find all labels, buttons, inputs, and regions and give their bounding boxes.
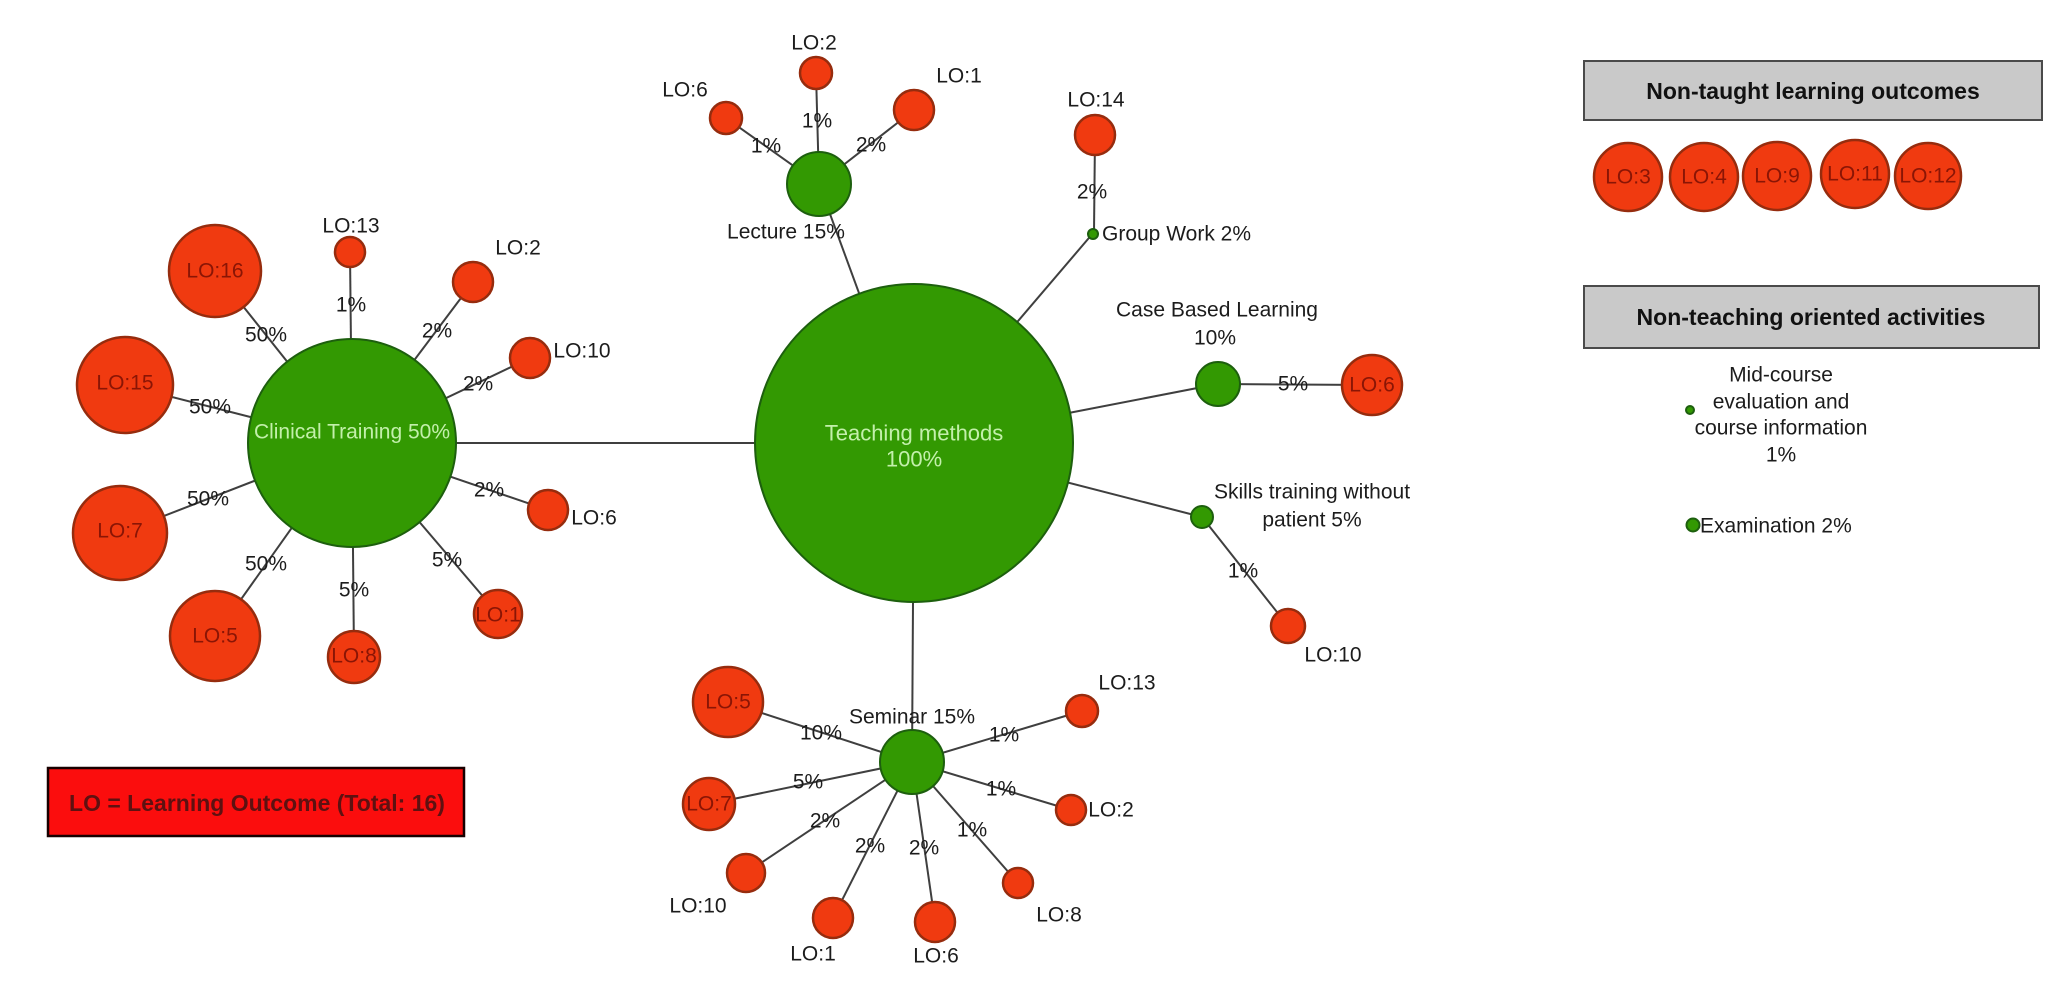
svg-text:course information: course information	[1695, 417, 1868, 440]
svg-text:LO:2: LO:2	[495, 237, 541, 260]
svg-text:Case Based Learning: Case Based Learning	[1116, 299, 1318, 322]
svg-text:Skills training without: Skills training without	[1214, 481, 1410, 504]
svg-text:2%: 2%	[909, 837, 939, 860]
svg-text:LO:1: LO:1	[936, 65, 982, 88]
svg-text:1%: 1%	[802, 110, 832, 133]
svg-text:50%: 50%	[245, 553, 287, 576]
svg-text:2%: 2%	[1077, 181, 1107, 204]
svg-text:10%: 10%	[800, 722, 842, 745]
svg-text:LO = Learning Outcome (Total:: LO = Learning Outcome (Total: 16)	[69, 790, 445, 816]
svg-text:LO:1: LO:1	[475, 604, 521, 627]
svg-text:LO:2: LO:2	[1088, 799, 1134, 822]
svg-text:2%: 2%	[474, 479, 504, 502]
svg-text:LO:1: LO:1	[790, 943, 836, 966]
svg-text:Examination 2%: Examination 2%	[1700, 515, 1852, 538]
svg-text:Mid-course: Mid-course	[1729, 364, 1833, 387]
svg-text:LO:14: LO:14	[1067, 89, 1125, 112]
svg-text:LO:7: LO:7	[686, 793, 732, 816]
svg-text:LO:8: LO:8	[331, 645, 377, 668]
svg-text:LO:9: LO:9	[1754, 165, 1800, 188]
svg-text:5%: 5%	[793, 771, 823, 794]
svg-text:LO:10: LO:10	[669, 895, 726, 918]
svg-text:5%: 5%	[1278, 373, 1308, 396]
svg-text:evaluation and: evaluation and	[1713, 391, 1850, 414]
svg-text:1%: 1%	[336, 294, 366, 317]
svg-text:LO:5: LO:5	[705, 691, 751, 714]
svg-text:LO:16: LO:16	[186, 260, 243, 283]
svg-text:5%: 5%	[339, 579, 369, 602]
svg-text:2%: 2%	[855, 835, 885, 858]
svg-text:LO:15: LO:15	[96, 372, 153, 395]
svg-text:Group Work 2%: Group Work 2%	[1102, 223, 1251, 246]
svg-text:LO:8: LO:8	[1036, 904, 1082, 927]
svg-text:LO:10: LO:10	[553, 340, 610, 363]
svg-text:5%: 5%	[432, 549, 462, 572]
svg-text:50%: 50%	[245, 324, 287, 347]
svg-text:1%: 1%	[989, 724, 1019, 747]
svg-text:2%: 2%	[810, 810, 840, 833]
svg-text:LO:4: LO:4	[1681, 166, 1727, 189]
svg-text:Teaching methods: Teaching methods	[825, 421, 1004, 446]
svg-text:LO:5: LO:5	[192, 625, 238, 648]
svg-text:Non-taught learning outcomes: Non-taught learning outcomes	[1646, 78, 1980, 104]
svg-text:LO:13: LO:13	[1098, 672, 1155, 695]
svg-text:1%: 1%	[986, 778, 1016, 801]
svg-text:LO:2: LO:2	[791, 32, 837, 55]
svg-text:LO:6: LO:6	[662, 79, 708, 102]
svg-text:LO:12: LO:12	[1899, 165, 1956, 188]
svg-text:Non-teaching oriented activiti: Non-teaching oriented activities	[1637, 304, 1986, 330]
svg-text:Lecture 15%: Lecture 15%	[727, 221, 845, 244]
svg-text:LO:10: LO:10	[1304, 644, 1361, 667]
svg-text:2%: 2%	[856, 134, 886, 157]
svg-text:10%: 10%	[1194, 327, 1236, 350]
svg-text:LO:6: LO:6	[571, 507, 617, 530]
svg-text:1%: 1%	[1766, 444, 1796, 467]
svg-text:LO:13: LO:13	[322, 215, 379, 238]
svg-text:2%: 2%	[463, 373, 493, 396]
svg-text:LO:7: LO:7	[97, 520, 143, 543]
svg-text:1%: 1%	[751, 135, 781, 158]
svg-text:LO:6: LO:6	[913, 945, 959, 968]
svg-text:50%: 50%	[187, 488, 229, 511]
svg-text:1%: 1%	[1228, 560, 1258, 583]
svg-text:100%: 100%	[886, 447, 942, 472]
svg-text:Seminar 15%: Seminar 15%	[849, 706, 975, 729]
svg-text:50%: 50%	[189, 396, 231, 419]
svg-text:patient 5%: patient 5%	[1262, 509, 1361, 532]
svg-text:2%: 2%	[422, 320, 452, 343]
svg-text:1%: 1%	[957, 819, 987, 842]
svg-text:LO:11: LO:11	[1827, 163, 1883, 186]
svg-text:LO:3: LO:3	[1605, 166, 1651, 189]
svg-text:LO:6: LO:6	[1349, 374, 1395, 397]
svg-text:Clinical Training 50%: Clinical Training 50%	[254, 421, 450, 444]
